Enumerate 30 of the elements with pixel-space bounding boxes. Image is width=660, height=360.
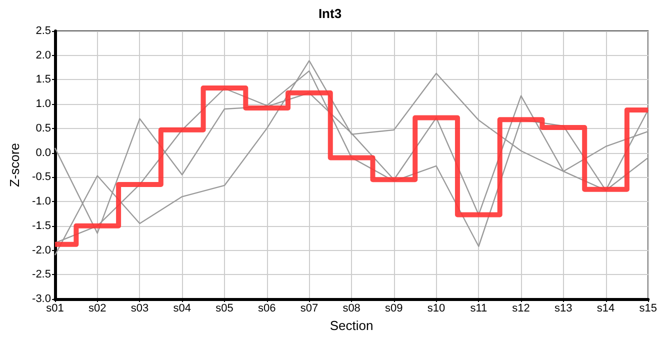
y-tick-label: 2.5	[36, 25, 51, 37]
y-tick-label: -1.0	[32, 196, 51, 208]
x-tick-label: s13	[554, 302, 572, 314]
x-tick-label: s01	[46, 302, 64, 314]
x-tick-label: s05	[216, 302, 234, 314]
x-tick-label: s15	[639, 302, 658, 314]
y-tick-label: -2.5	[32, 268, 51, 281]
y-tick-label: -2.0	[32, 244, 51, 256]
x-tick-label: s07	[300, 302, 318, 314]
y-tick-label: 1.5	[36, 74, 51, 86]
x-axis-title: Section	[330, 318, 374, 333]
x-tick-label: s08	[342, 302, 360, 314]
x-tick-label: s10	[427, 302, 446, 314]
y-axis-title: Z-score	[7, 142, 22, 188]
y-tick-label: -0.5	[32, 171, 51, 184]
x-tick-label: s02	[88, 302, 106, 314]
x-tick-label: s04	[173, 302, 191, 314]
y-tick-label: 1.0	[36, 98, 51, 110]
x-tick-label: s03	[130, 302, 149, 314]
x-tick-label: s12	[512, 302, 530, 314]
y-tick-label: -3.0	[32, 293, 51, 305]
x-tick-label: s06	[258, 302, 276, 314]
y-tick-label: -1.5	[32, 220, 51, 232]
y-tick-label: 2.0	[36, 49, 51, 62]
x-tick-label: s09	[385, 302, 403, 314]
y-tick-label: 0.5	[36, 122, 51, 134]
x-tick-label: s14	[596, 302, 615, 314]
x-tick-label: s11	[470, 302, 488, 314]
y-tick-label: 0.0	[36, 146, 51, 159]
chart-title: Int3	[318, 6, 342, 21]
